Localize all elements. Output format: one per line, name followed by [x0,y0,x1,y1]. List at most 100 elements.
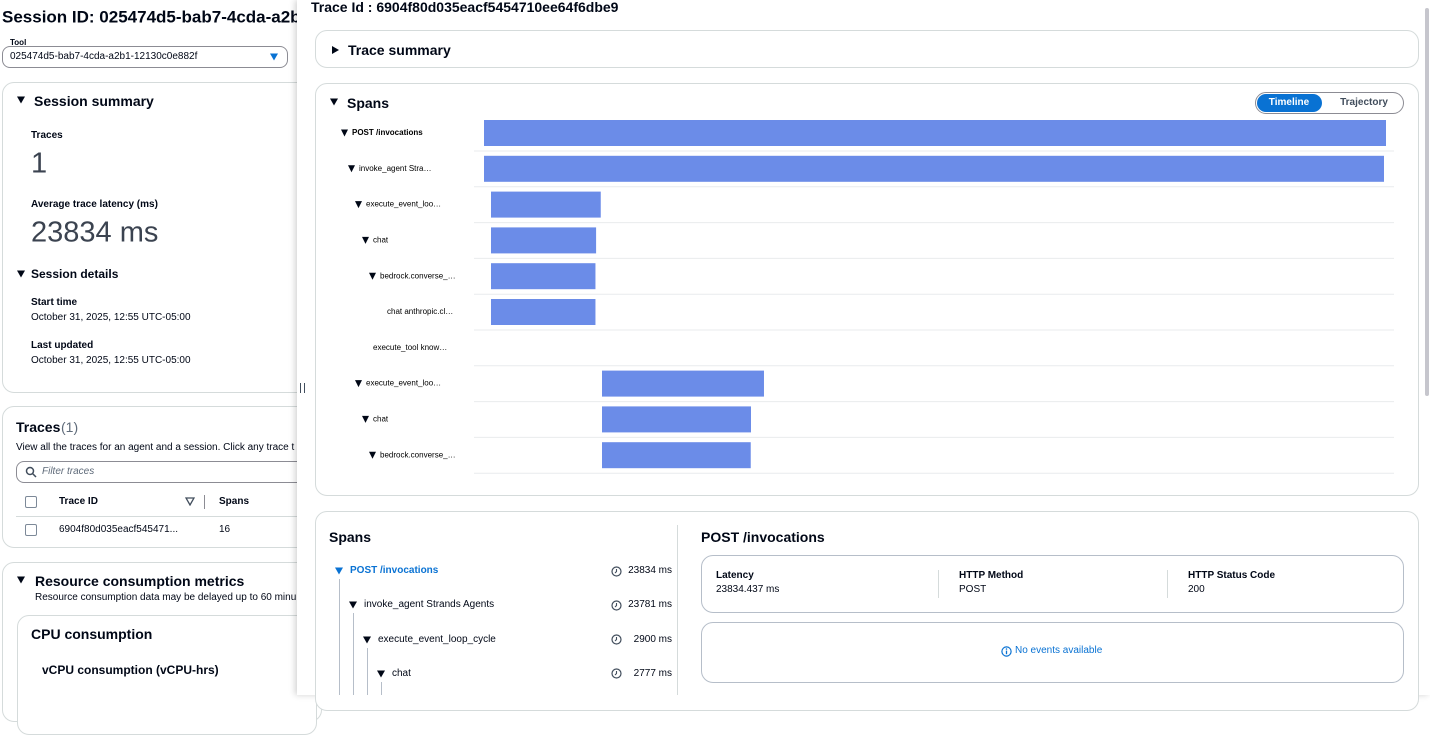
caret[interactable] [377,670,385,678]
caret[interactable] [332,46,339,54]
caret[interactable] [362,236,369,244]
session-summary-panel [2,82,322,393]
detail-label: Last updated [31,340,94,351]
select-caret [270,53,278,61]
checkbox[interactable] [25,524,37,536]
field-label: Latency [716,570,754,581]
span-label[interactable]: chat [373,415,389,424]
panel-description: View all the traces for an agent and a s… [16,442,295,453]
field-value: 200 [1188,584,1205,595]
card-title: CPU consumption [31,626,153,642]
sub-heading: Session details [31,267,119,281]
span-duration: 23781 ms [628,599,672,611]
span-label[interactable]: invoke_agent Stra… [359,164,432,173]
tree-line [353,613,354,695]
span-label[interactable]: chat anthropic.cl… [387,307,453,316]
events-empty: No events available [1015,645,1103,656]
panel-count: (1) [61,419,79,435]
trace-summary-panel [315,30,1419,68]
span-bar[interactable] [491,227,597,254]
span-bar[interactable] [602,442,751,469]
clock-face [611,565,622,577]
view-toggle [1255,92,1404,114]
tool-select[interactable] [2,46,288,68]
caret[interactable] [362,415,369,423]
trace-id-cell[interactable]: 6904f80d035eacf545471... [59,524,178,535]
caret[interactable] [355,380,362,388]
column-header: Spans [219,496,250,507]
caret[interactable] [330,98,338,106]
tab-label[interactable]: Trajectory [1340,97,1388,108]
clock-face [611,668,622,679]
span-bar[interactable] [484,155,1384,182]
clock-icon [611,668,622,679]
span-label[interactable]: bedrock.converse_… [380,450,456,459]
span-bar[interactable] [491,299,596,325]
caret[interactable] [369,272,376,280]
clock-hands [614,602,618,608]
trace-title: Trace Id : 6904f80d035eacf5454710ee64f6d… [311,0,619,15]
panel-title: Spans [329,529,372,545]
span-name[interactable]: POST /invocations [350,565,439,576]
span-name[interactable]: invoke_agent Strands Agents [364,599,495,611]
clock-face [611,634,622,645]
traces-panel [2,406,322,548]
caret[interactable] [348,165,355,173]
resize-handle[interactable] [300,383,301,393]
span-bar[interactable] [491,191,601,218]
caret[interactable] [355,201,362,209]
caret[interactable] [369,451,376,459]
detail-label: Start time [31,297,78,308]
span-bar[interactable] [602,370,764,397]
panel-title: Spans [347,95,390,111]
detail-title: POST /invocations [701,529,825,545]
metric-label: Average trace latency (ms) [31,199,158,210]
span-bar[interactable] [602,406,751,433]
tab-selected[interactable] [1257,94,1322,112]
caret[interactable] [349,601,357,609]
resize-handle[interactable] [304,383,305,393]
caret[interactable] [335,567,343,575]
span-label[interactable]: execute_event_loo… [366,200,441,209]
events-card [701,622,1404,683]
field-label: HTTP Method [959,570,1024,581]
caret[interactable] [363,636,371,644]
panel-description: Resource consumption data may be delayed… [35,592,297,603]
row-divider [16,516,316,517]
divider [677,525,678,695]
clock-face [611,600,622,611]
span-name[interactable]: execute_event_loop_cycle [378,633,496,645]
span-label[interactable]: chat [373,236,389,245]
detail-value: October 31, 2025, 12:55 UTC-05:00 [31,312,191,323]
span-name[interactable]: chat [392,667,411,679]
fields-card [701,555,1404,613]
span-bar[interactable] [491,263,596,290]
span-bar[interactable] [484,120,1386,146]
panel-title: Traces [16,419,61,435]
panel-title[interactable]: Trace summary [348,42,451,58]
checkbox[interactable] [25,496,37,508]
detail-value: October 31, 2025, 12:55 UTC-05:00 [31,355,191,366]
info-icon [1001,646,1012,657]
caret[interactable] [341,129,348,137]
caret[interactable] [17,576,25,584]
scrollbar[interactable] [1425,8,1429,396]
tool-value: 025474d5-bab7-4cda-a2b1-12130c0e882f [10,51,198,62]
metric-value: 23834 ms [31,216,159,249]
tab-label[interactable]: Timeline [1268,97,1310,108]
metric-label: Traces [31,130,63,141]
field-divider [938,570,939,598]
sort-icon[interactable] [185,497,195,506]
span-duration: 2900 ms [633,633,672,645]
spans-timeline-panel [315,83,1419,496]
clock-icon [611,600,622,611]
span-label[interactable]: execute_tool know… [373,343,447,352]
span-label[interactable]: bedrock.converse_… [380,271,456,280]
caret[interactable] [17,270,25,278]
span-label[interactable]: POST /invocations [352,128,423,137]
column-header[interactable]: Trace ID [59,496,98,507]
span-label[interactable]: execute_event_loo… [366,379,441,388]
tool-label: Tool [10,38,27,47]
caret[interactable] [17,96,25,104]
